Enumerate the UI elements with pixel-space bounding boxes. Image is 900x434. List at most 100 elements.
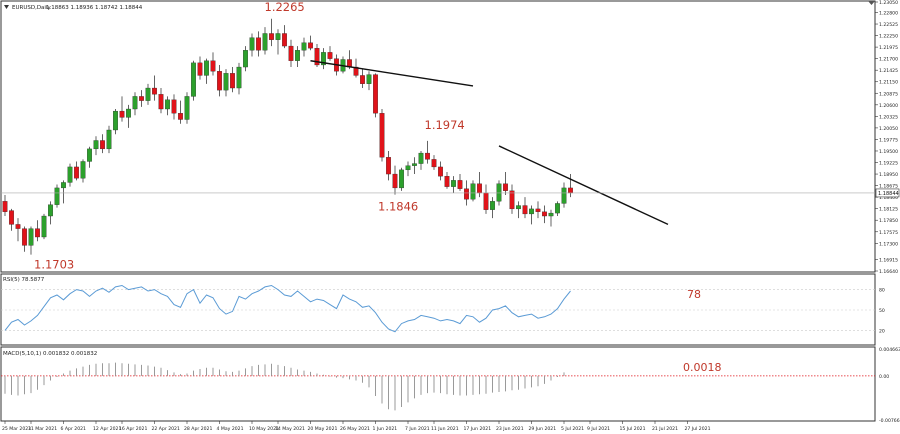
candle-body — [139, 96, 144, 101]
candle-body — [22, 228, 27, 246]
price-panel-frame — [0, 0, 876, 273]
candle-body — [568, 187, 573, 194]
rsi-tick-label: 20 — [879, 328, 885, 334]
candle-body — [314, 48, 320, 66]
candle-body — [418, 152, 424, 164]
candle-body — [457, 180, 463, 189]
candle-body — [87, 148, 92, 162]
price-annotation: 1.1703 — [34, 258, 74, 272]
candle-body — [54, 187, 60, 205]
macd-panel-frame — [0, 346, 876, 422]
time-tick-label: 1 Jun 2021 — [373, 426, 398, 432]
time-tick-label: 4 May 2021 — [217, 426, 244, 432]
candle-body — [191, 62, 196, 97]
price-tick-label: 1.18675 — [879, 184, 898, 190]
candle-body — [165, 99, 170, 110]
candle-body — [308, 42, 313, 49]
price-tick-label: 1.17300 — [879, 241, 898, 247]
candle-body — [490, 201, 495, 210]
candle-body — [295, 50, 300, 61]
candle-body — [48, 204, 53, 217]
price-tick-label: 1.17850 — [879, 218, 898, 224]
price-tick-label: 1.20600 — [879, 103, 898, 109]
candle-body — [431, 159, 437, 168]
price-tick-label: 1.19775 — [879, 137, 898, 143]
candle-body — [197, 62, 203, 76]
current-price-box — [875, 188, 900, 198]
candle-body — [477, 183, 482, 194]
candle-body — [548, 212, 554, 217]
trendline-lower[interactable] — [498, 145, 669, 226]
candle-body — [399, 169, 404, 189]
price-tick-label: 1.18950 — [879, 172, 898, 178]
candle-body — [41, 215, 47, 238]
candle-body — [470, 183, 476, 200]
time-tick-label: 29 Jun 2021 — [529, 426, 557, 432]
price-tick-label: 1.23050 — [879, 0, 898, 6]
rsi-panel-frame — [0, 273, 876, 346]
candle-body — [444, 176, 450, 187]
candle-body — [67, 166, 73, 183]
time-tick-label: 14 May 2021 — [275, 426, 305, 432]
candle-body — [132, 96, 138, 110]
candle-body — [561, 187, 567, 204]
price-tick-label: 1.16915 — [879, 257, 898, 263]
price-annotations: 1.2265 1.1974 1.1846 1.1703 — [34, 0, 465, 272]
price-annotation: 1.1974 — [425, 118, 465, 132]
symbol-title: EURUSD,Daily — [12, 5, 51, 11]
candle-body — [243, 50, 248, 68]
price-annotation: 1.1846 — [378, 200, 418, 214]
trendline-upper[interactable] — [310, 60, 474, 87]
candle-body — [509, 190, 515, 210]
candle-body — [327, 52, 333, 59]
macd-tick-label: 0.00 — [879, 374, 889, 380]
candle-body — [301, 42, 307, 51]
time-tick-label: 12 Apr 2021 — [93, 426, 121, 432]
time-tick-label: 9 Jul 2021 — [587, 426, 610, 432]
candle-body — [269, 33, 274, 40]
candle-body — [35, 228, 40, 238]
price-tick-label: 1.18125 — [879, 207, 898, 213]
time-tick-label: 10 May 2021 — [249, 426, 279, 432]
price-tick-label: 1.21150 — [879, 80, 898, 86]
current-price-label: 1.18844 — [878, 191, 899, 197]
candle-body — [210, 60, 216, 72]
candle-body — [405, 165, 411, 171]
candle-body — [262, 33, 268, 51]
candle-body — [542, 211, 547, 217]
candle-body — [373, 74, 378, 114]
candle-body — [275, 33, 281, 40]
candle-body — [15, 224, 21, 229]
macd-tick-label: -0.007661 — [879, 418, 900, 424]
price-tick-label: 1.20050 — [879, 126, 898, 132]
candle-body — [438, 166, 443, 177]
candle-body — [392, 173, 398, 189]
candle-body — [145, 87, 151, 101]
price-axis: 1.23050 1.22800 1.22525 1.22250 1.21975 1.217… — [875, 0, 898, 275]
candle-body — [555, 203, 560, 214]
candle-body — [522, 205, 528, 215]
rsi-tick-label: 80 — [879, 288, 885, 294]
macd-title: MACD(5,10,1) 0.001832 0.001832 — [3, 351, 97, 357]
rsi-tick-label: 50 — [879, 308, 885, 314]
candle-body — [282, 33, 287, 47]
candle-body — [126, 108, 131, 118]
candle-body — [184, 96, 190, 120]
candle-body — [353, 66, 359, 76]
chart-shift-marker-icon[interactable] — [868, 1, 875, 5]
candle-body — [366, 74, 372, 84]
candle-body — [80, 161, 86, 179]
candle-body — [503, 183, 508, 191]
macd-histogram: 0.004663 0.00 -0.007661 — [1, 347, 900, 424]
candle-body — [321, 52, 326, 66]
candle-body — [288, 45, 294, 61]
dropdown-triangle-icon[interactable] — [4, 5, 9, 9]
candle-body — [379, 113, 385, 158]
candle-body — [483, 192, 489, 210]
candle-body — [204, 60, 209, 76]
candle-body — [464, 188, 469, 200]
time-tick-label: 25 Mar 2021 — [2, 426, 31, 432]
candle-body — [74, 166, 79, 179]
